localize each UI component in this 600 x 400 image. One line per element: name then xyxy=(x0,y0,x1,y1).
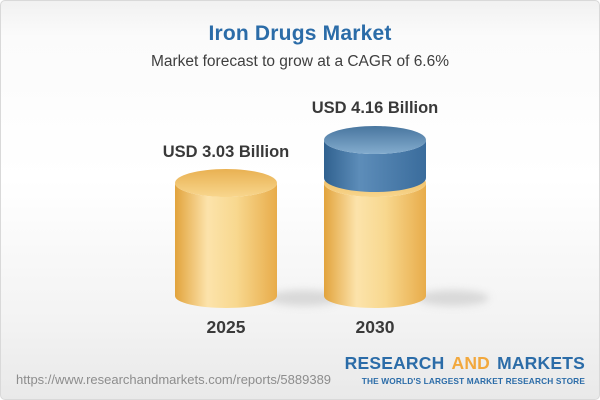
page-subtitle: Market forecast to grow at a CAGR of 6.6… xyxy=(150,53,450,70)
value-label-2030: USD 4.16 Billion xyxy=(311,99,439,117)
cylinder-2030-growth-top xyxy=(324,126,426,154)
value-label-2025: USD 3.03 Billion xyxy=(162,143,290,161)
cylinder-2025-body xyxy=(175,183,277,308)
logo-word-markets: MARKETS xyxy=(497,353,585,373)
logo-word-research: RESEARCH xyxy=(344,353,445,373)
page-title: Iron Drugs Market xyxy=(208,22,392,45)
category-label-2030: 2030 xyxy=(355,317,395,337)
cylinder-2030-shadow xyxy=(417,290,489,306)
logo-word-and: AND xyxy=(451,353,490,373)
cylinder-2025-top xyxy=(175,169,277,197)
cylinder-2025-shadow xyxy=(268,290,340,306)
cylinder-2030-growth-body xyxy=(324,140,426,192)
logo-wordmark: RESEARCH AND MARKETS xyxy=(344,353,585,373)
category-label-2025: 2025 xyxy=(206,317,246,337)
logo-tagline: THE WORLD'S LARGEST MARKET RESEARCH STOR… xyxy=(361,375,585,386)
cylinder-2030-base-body xyxy=(324,183,426,308)
research-and-markets-logo: RESEARCH AND MARKETS THE WORLD'S LARGEST… xyxy=(344,353,585,386)
source-url: https://www.researchandmarkets.com/repor… xyxy=(16,372,332,387)
